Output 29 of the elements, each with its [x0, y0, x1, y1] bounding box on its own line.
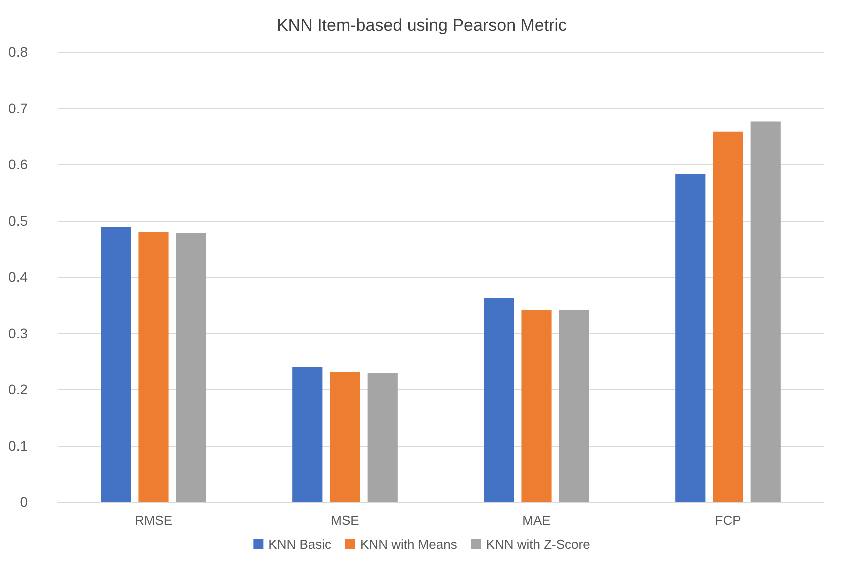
x-tick-label: FCP	[715, 513, 742, 528]
bar	[138, 232, 169, 502]
bar	[292, 367, 323, 502]
legend-label: KNN with Means	[360, 537, 458, 552]
x-tick-label: RMSE	[134, 513, 173, 528]
legend-label: KNN with Z-Score	[486, 537, 590, 552]
bar	[101, 228, 132, 502]
y-tick-label: 0.1	[8, 438, 28, 454]
bar	[676, 174, 706, 502]
bar	[559, 310, 590, 502]
y-tick-label: 0.7	[8, 100, 28, 116]
bar	[330, 372, 360, 502]
x-tick-label: MAE	[522, 513, 552, 528]
chart-title: KNN Item-based using Pearson Metric	[276, 16, 568, 35]
y-tick-label: 0.4	[8, 269, 28, 285]
y-tick-label: 0	[20, 494, 28, 510]
legend-label: KNN Basic	[268, 537, 332, 552]
bar	[713, 132, 744, 502]
y-tick-label: 0.2	[8, 382, 28, 398]
y-tick-label: 0.8	[8, 44, 28, 60]
y-tick-label: 0.3	[8, 325, 28, 342]
x-tick-label: MSE	[331, 513, 360, 528]
bar	[522, 310, 552, 502]
bar	[750, 122, 781, 502]
y-tick-label: 0.5	[8, 212, 28, 229]
bar	[484, 298, 514, 502]
bar	[176, 233, 206, 502]
bar	[368, 373, 398, 502]
y-tick-label: 0.6	[8, 156, 28, 172]
